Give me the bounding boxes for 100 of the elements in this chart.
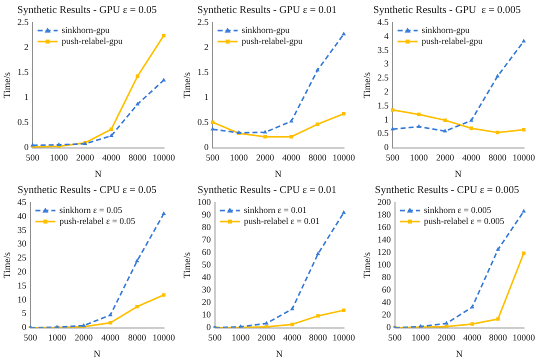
legend-label: sinkhorn ε = 0.05 (59, 204, 123, 215)
x-tick-label: 10000 (512, 152, 536, 163)
y-tick-label: 10 (202, 310, 212, 320)
x-tick-label: 2000 (257, 332, 276, 343)
x-tick-label: 2000 (437, 332, 456, 343)
x-tick-label: 8000 (128, 332, 147, 343)
y-tick-label: 2 (384, 86, 389, 97)
y-tick-label: 0.5 (377, 128, 390, 138)
y-tick-label: 1.5 (197, 67, 210, 78)
x-tick-label: 10000 (332, 152, 356, 163)
x-tick-label: 1000 (230, 152, 248, 163)
chart-title: Synthetic Results - CPU ε = 0.005 (374, 185, 520, 196)
legend-label: sinkhorn ε = 0.005 (424, 204, 492, 215)
y-tick-label: 0 (206, 322, 212, 332)
x-tick-label: 8000 (488, 152, 508, 163)
x-tick-label: 2000 (76, 152, 95, 163)
legend-label: push-relabel-gpu (242, 36, 304, 46)
y-tick-label: 40 (17, 210, 27, 221)
y-tick-label: 0 (24, 142, 30, 152)
y-tick-label: 3.5 (377, 44, 390, 55)
y-tick-label: 20 (202, 297, 212, 308)
y-tick-label: 50 (202, 260, 212, 270)
x-axis-title: N (456, 350, 463, 360)
legend-label: sinkhorn ε = 0.01 (244, 204, 307, 215)
y-tick-label: 70 (202, 234, 212, 245)
y-tick-label: 2.5 (377, 72, 390, 83)
y-tick-label: 3 (384, 58, 390, 69)
y-tick-label: 0.5 (197, 117, 210, 128)
y-tick-label: 25 (17, 252, 27, 263)
y-tick-label: 200 (377, 196, 392, 207)
legend-label: sinkhorn-gpu (62, 24, 110, 35)
y-tick-label: 1 (384, 114, 389, 124)
y-tick-label: 4.5 (377, 16, 390, 27)
legend-label: push-relabel-gpu (422, 36, 484, 46)
y-tick-label: 1 (24, 92, 29, 102)
y-tick-label: 60 (202, 247, 212, 258)
y-axis-title: Time/s (3, 252, 14, 278)
y-tick-label: 2 (24, 42, 29, 52)
y-tick-label: 0 (384, 142, 390, 152)
y-tick-label: 10 (17, 294, 27, 304)
y-tick-label: 160 (377, 222, 392, 232)
y-axis-title: Time/s (183, 252, 194, 278)
y-tick-label: 2.5 (17, 16, 30, 27)
y-tick-label: 4 (384, 30, 390, 41)
x-tick-label: 1000 (50, 152, 68, 163)
x-tick-label: 500 (388, 332, 402, 343)
y-tick-label: 2.5 (197, 16, 210, 27)
x-tick-label: 4000 (463, 332, 482, 343)
x-tick-label: 2000 (74, 332, 94, 343)
x-tick-label: 10000 (332, 332, 356, 343)
y-tick-label: 0 (204, 142, 210, 152)
x-tick-label: 1000 (410, 152, 428, 163)
chart-title: Synthetic Results - GPU ε = 0.01 (197, 5, 337, 16)
x-tick-label: 500 (386, 152, 400, 163)
x-tick-label: 10000 (512, 332, 536, 343)
x-tick-label: 4000 (462, 152, 481, 163)
legend-label: sinkhorn-gpu (242, 24, 290, 35)
y-tick-label: 30 (17, 238, 27, 249)
y-tick-label: 20 (17, 266, 27, 277)
y-tick-label: 0.5 (17, 117, 30, 128)
x-tick-label: 10000 (152, 152, 176, 163)
y-tick-label: 1.5 (377, 100, 390, 110)
y-tick-label: 1.5 (17, 67, 30, 78)
legend-label: push-relabel ε = 0.005 (424, 216, 505, 226)
x-axis-title: N (276, 350, 283, 360)
y-axis-title: Time/s (363, 252, 374, 278)
x-axis-title: N (94, 170, 102, 180)
chart-title: Synthetic Results - CPU ε = 0.05 (18, 185, 156, 196)
x-axis-title: N (454, 170, 462, 180)
x-tick-label: 4000 (101, 332, 120, 343)
x-tick-label: 1000 (412, 332, 430, 343)
legend-label: push-relabel ε = 0.01 (244, 216, 320, 226)
x-tick-label: 2000 (436, 152, 455, 163)
x-axis-title: N (274, 170, 282, 180)
y-tick-label: 30 (202, 284, 212, 295)
y-tick-label: 80 (202, 222, 212, 232)
y-axis-title: Time/s (363, 72, 374, 98)
x-tick-label: 500 (206, 152, 220, 163)
y-tick-label: 120 (377, 247, 392, 258)
y-tick-label: 0 (22, 322, 27, 332)
y-tick-label: 40 (382, 297, 392, 308)
x-tick-label: 8000 (488, 332, 508, 343)
y-tick-label: 100 (197, 196, 212, 207)
y-tick-label: 5 (22, 308, 27, 318)
y-tick-label: 40 (202, 272, 212, 282)
x-tick-label: 500 (208, 332, 222, 343)
x-tick-label: 4000 (283, 332, 302, 343)
legend-label: push-relabel ε = 0.05 (59, 216, 136, 226)
y-tick-label: 140 (377, 234, 392, 245)
x-tick-label: 1000 (48, 332, 67, 343)
legend-label: sinkhorn-gpu (422, 24, 470, 35)
x-tick-label: 4000 (282, 152, 301, 163)
y-axis-title: Time/s (3, 72, 14, 98)
x-tick-label: 8000 (128, 152, 148, 163)
x-tick-label: 10000 (152, 332, 176, 343)
chart-title: Synthetic Results - GPU ε = 0.005 (373, 5, 521, 16)
x-tick-label: 500 (26, 152, 40, 163)
legend-label: push-relabel-gpu (62, 36, 124, 46)
x-tick-label: 8000 (308, 152, 328, 163)
y-tick-label: 1 (204, 92, 209, 102)
